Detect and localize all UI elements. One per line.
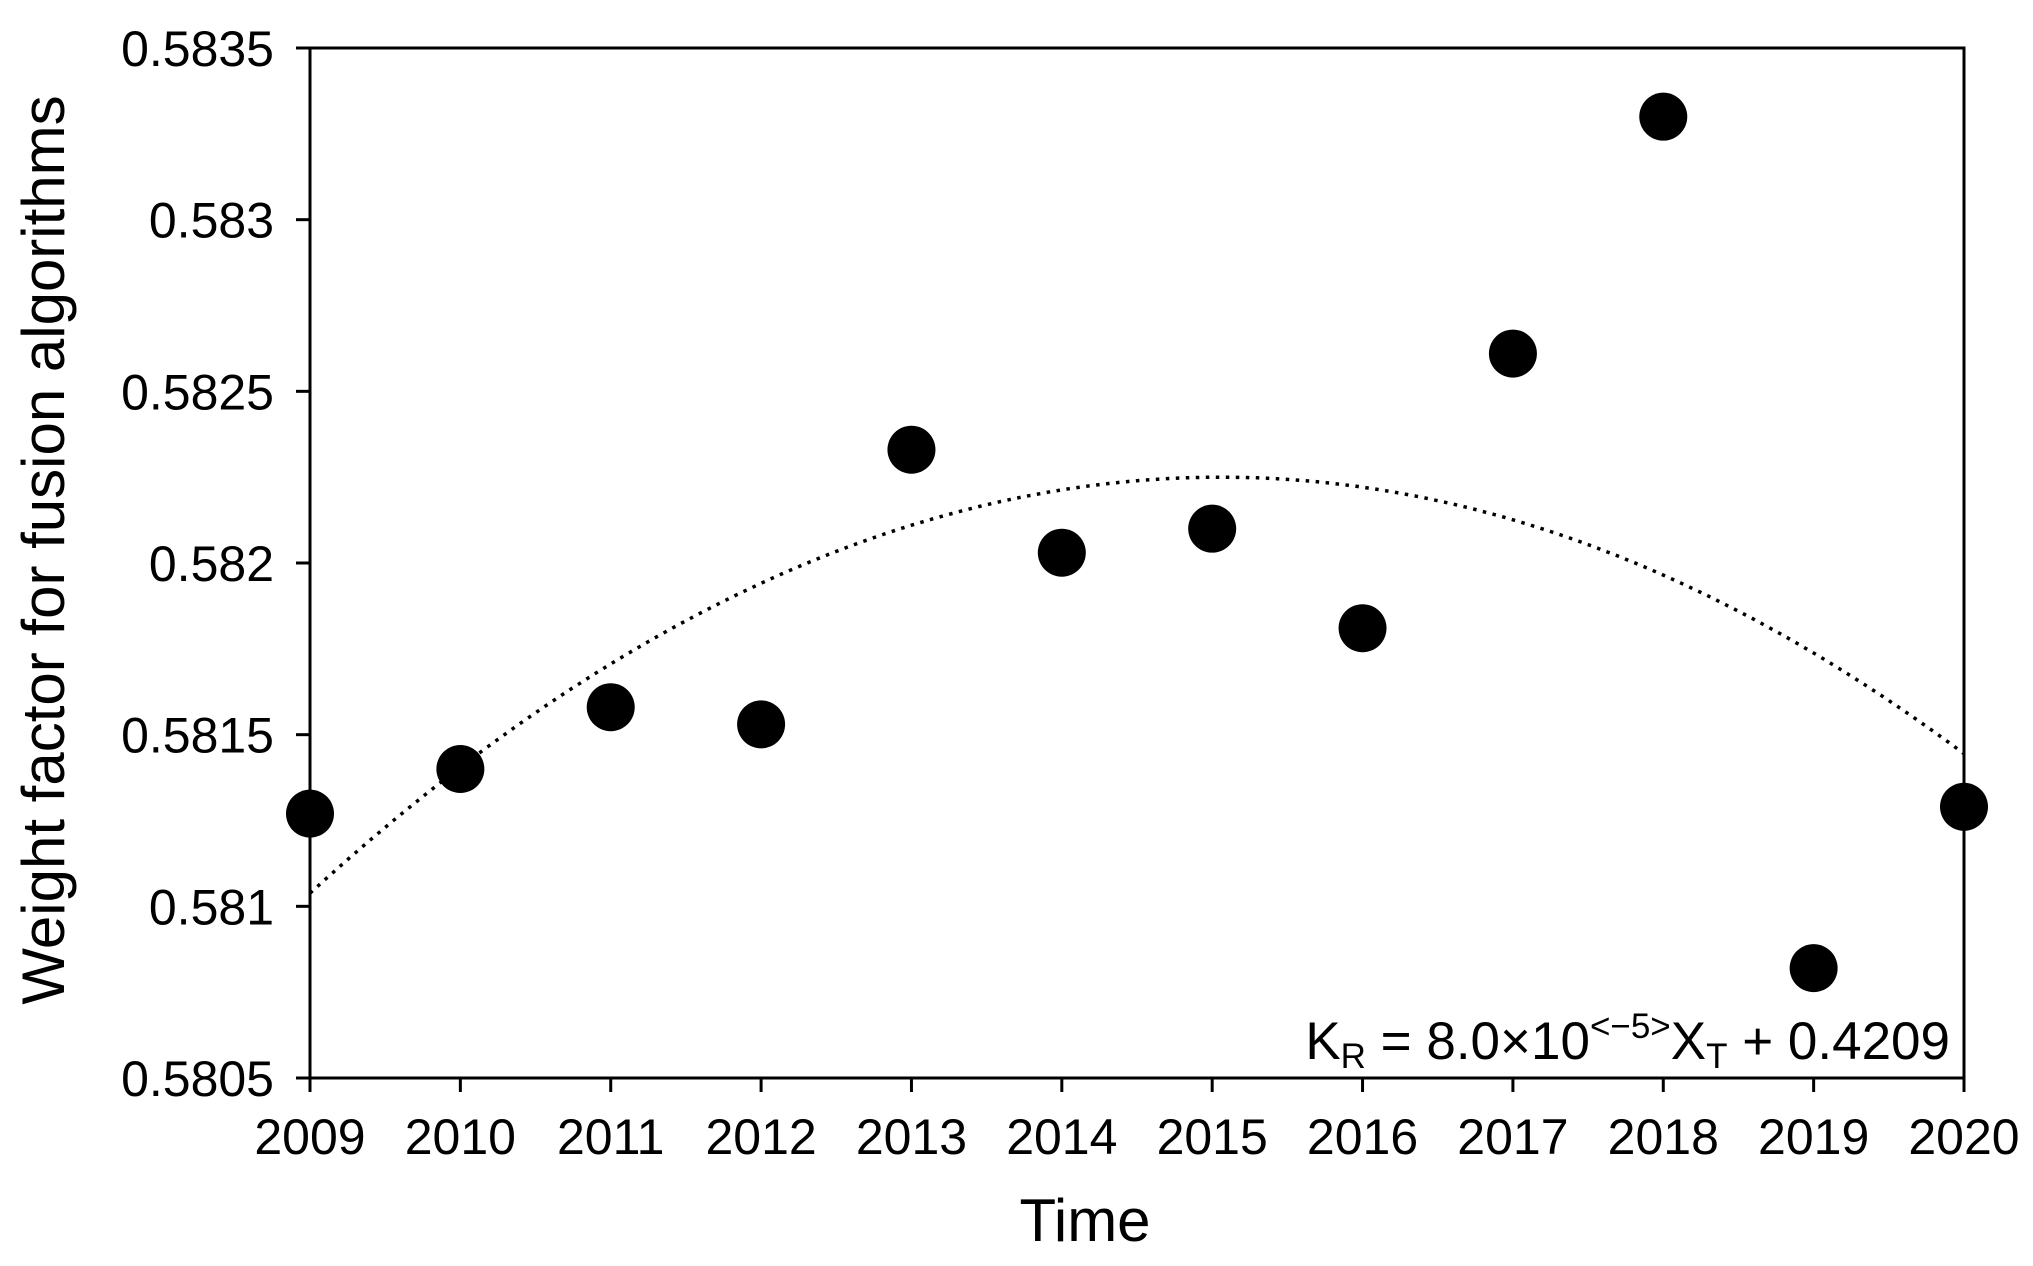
data-points [286,92,1988,993]
data-point-2015 [1188,504,1237,553]
y-tick-label: 0.582 [149,536,274,592]
trend-line [308,475,1966,895]
x-tick-label: 2012 [705,1109,816,1165]
y-axis-title: Weight factor for fusion algorithms [10,95,77,1005]
data-point-2012 [737,700,786,749]
data-point-2018 [1639,92,1688,141]
equation-part-text-6: + 0.4209 [1727,1012,1950,1071]
x-tick-label: 2019 [1758,1109,1869,1165]
equation-part-text-4: X [1670,1012,1707,1071]
x-tick-label: 2018 [1608,1109,1719,1165]
equation-part-sub-5: T [1706,1037,1728,1076]
data-point-2017 [1488,329,1537,378]
equation-part-text-2: = 8.0×10 [1365,1012,1590,1071]
data-point-2013 [887,425,936,474]
trendline-equation: KR = 8.0×10<−5>XT + 0.4209 [1305,1009,1950,1074]
x-tick-label: 2014 [1006,1109,1117,1165]
x-tick-label: 2016 [1307,1109,1418,1165]
data-point-2014 [1037,528,1086,577]
plot-frame [308,46,1966,1080]
y-tick-label: 0.5835 [121,21,274,77]
y-tick-label: 0.5805 [121,1051,274,1107]
data-point-2020 [1940,782,1988,831]
y-axis-ticks: 0.5835 0.583 0.5825 0.582 0.5815 0.581 0.5805 [121,21,310,1107]
equation-part-text-0: K [1305,1012,1341,1071]
equation-part-sub-1: R [1340,1037,1366,1076]
data-point-2019 [1789,944,1838,993]
x-tick-label: 2015 [1157,1109,1268,1165]
y-tick-label: 0.581 [149,879,274,935]
x-axis-ticks: 2009 2010 2011 2012 2013 2014 2015 2016 2017 2018… [254,1078,2020,1165]
data-point-2011 [586,683,635,732]
x-tick-label: 2009 [254,1109,365,1165]
x-tick-label: 2011 [557,1109,665,1165]
data-point-2010 [436,745,485,793]
y-tick-label: 0.583 [149,193,274,249]
data-point-2009 [286,789,334,838]
y-tick-label: 0.5815 [121,708,274,764]
y-tick-label: 0.5825 [121,364,274,420]
equation-part-sup-3: <−5> [1589,1007,1671,1046]
x-tick-label: 2010 [405,1109,516,1165]
data-point-2016 [1338,604,1387,653]
x-tick-label: 2013 [856,1109,967,1165]
x-tick-label: 2017 [1457,1109,1568,1165]
x-axis-title: Time [1019,1187,1151,1254]
x-tick-label: 2020 [1908,1109,2019,1165]
